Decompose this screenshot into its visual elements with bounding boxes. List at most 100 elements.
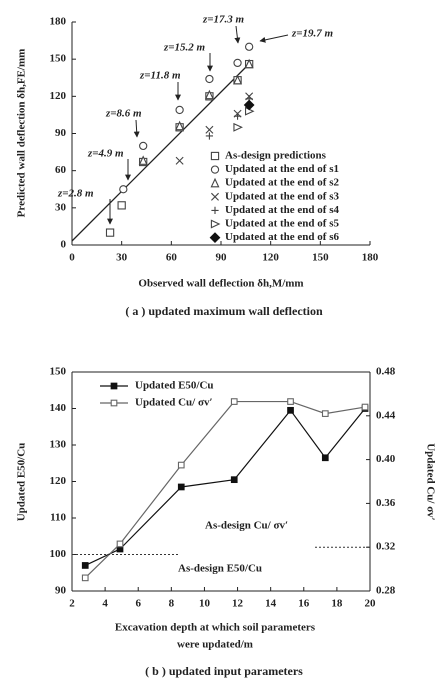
x-axis-label: were updated/m bbox=[177, 639, 253, 651]
y-tick-label: 90 bbox=[55, 585, 67, 597]
legend-marker bbox=[210, 151, 220, 161]
y-tick-label: 30 bbox=[55, 201, 67, 213]
reference-label: As-design E50/Cu bbox=[178, 563, 262, 575]
legend-marker bbox=[209, 232, 221, 243]
marker bbox=[205, 74, 214, 84]
series-line bbox=[84, 408, 366, 566]
annotation-arrow bbox=[133, 119, 140, 138]
y2-tick-label: 0.32 bbox=[376, 541, 396, 553]
marker bbox=[321, 410, 329, 417]
y-tick-label: 150 bbox=[50, 366, 67, 378]
legend-marker bbox=[210, 219, 221, 229]
x-tick-label: 16 bbox=[298, 598, 310, 610]
legend-marker bbox=[210, 165, 220, 174]
legend-label: Updated at the end of s2 bbox=[225, 177, 339, 189]
marker bbox=[175, 120, 185, 131]
marker bbox=[177, 461, 185, 469]
y-tick-label: 130 bbox=[50, 439, 67, 451]
x-tick-label: 0 bbox=[69, 252, 75, 264]
x-tick-label: 90 bbox=[216, 252, 228, 264]
annotation: z=17.3 m bbox=[202, 14, 245, 26]
y2-tick-label: 0.28 bbox=[376, 585, 396, 597]
y-tick-label: 120 bbox=[50, 475, 67, 487]
x-tick-label: 6 bbox=[135, 598, 141, 610]
legend-label: Updated at the end of s3 bbox=[225, 190, 339, 202]
marker bbox=[175, 156, 184, 165]
annotation: z=11.8 m bbox=[139, 70, 181, 82]
annotation: z=19.7 m bbox=[291, 28, 334, 40]
marker bbox=[81, 562, 89, 569]
marker bbox=[244, 42, 254, 51]
marker bbox=[361, 403, 369, 411]
y-tick-label: 100 bbox=[50, 548, 67, 560]
y-tick-label: 110 bbox=[50, 512, 66, 524]
legend-marker bbox=[210, 177, 220, 188]
marker bbox=[105, 228, 115, 237]
legend-label: As-design predictions bbox=[225, 150, 327, 162]
legend-marker bbox=[110, 399, 118, 407]
marker bbox=[287, 398, 294, 405]
x-tick-label: 4 bbox=[102, 598, 108, 610]
y2-tick-label: 0.36 bbox=[376, 497, 396, 509]
reference-label: As-design Cu/ σv′ bbox=[205, 520, 288, 532]
x-tick-label: 180 bbox=[362, 252, 379, 264]
x-tick-label: 14 bbox=[265, 598, 277, 610]
legend-marker bbox=[211, 206, 219, 214]
legend-label: Updated at the end of s4 bbox=[225, 204, 339, 216]
legend-label: Updated at the end of s6 bbox=[225, 231, 339, 243]
x-tick-label: 12 bbox=[232, 598, 244, 610]
y-tick-label: 0 bbox=[61, 239, 67, 251]
marker bbox=[230, 398, 238, 405]
x-tick-label: 10 bbox=[199, 598, 211, 610]
marker bbox=[321, 454, 329, 462]
marker bbox=[287, 406, 294, 414]
y-tick-label: 180 bbox=[50, 16, 67, 28]
series-line bbox=[84, 400, 366, 579]
x-tick-label: 30 bbox=[116, 252, 128, 264]
x-tick-label: 2 bbox=[69, 598, 75, 610]
marker bbox=[205, 125, 214, 134]
y-axis-label: Updated E50/Cu bbox=[16, 443, 28, 522]
legend-label: Updated Cu/ σv′ bbox=[135, 397, 213, 409]
legend-label: Updated at the end of s5 bbox=[225, 218, 339, 230]
annotation: z=15.2 m bbox=[163, 42, 206, 54]
one-to-one-line bbox=[71, 60, 253, 242]
marker bbox=[116, 540, 124, 548]
x-tick-label: 150 bbox=[312, 252, 329, 264]
legend-label: Updated at the end of s1 bbox=[225, 163, 339, 175]
marker bbox=[233, 112, 242, 120]
y-tick-label: 150 bbox=[50, 53, 67, 65]
legend-label: Updated E50/Cu bbox=[135, 380, 214, 392]
x-tick-label: 8 bbox=[169, 598, 175, 610]
y2-tick-label: 0.40 bbox=[376, 453, 396, 465]
y-tick-label: 140 bbox=[50, 402, 67, 414]
marker bbox=[233, 74, 243, 85]
marker bbox=[175, 105, 184, 115]
marker bbox=[81, 574, 89, 582]
marker bbox=[233, 122, 243, 132]
annotation: z=4.9 m bbox=[87, 148, 124, 160]
annotation: z=8.6 m bbox=[105, 108, 142, 120]
marker bbox=[138, 155, 148, 165]
marker bbox=[139, 141, 148, 151]
marker bbox=[119, 185, 128, 194]
x-tick-label: 20 bbox=[365, 598, 377, 610]
y2-tick-label: 0.44 bbox=[376, 409, 396, 421]
caption: ( b ) updated input parameters bbox=[145, 664, 303, 678]
marker bbox=[244, 58, 254, 69]
y-axis-label: Predicted wall deflection δh,FE/mm bbox=[16, 49, 28, 218]
marker bbox=[233, 58, 242, 68]
marker bbox=[117, 201, 126, 210]
x-tick-label: 60 bbox=[166, 252, 178, 264]
annotation: z=2.8 m bbox=[57, 188, 94, 200]
marker bbox=[205, 132, 214, 140]
x-tick-label: 120 bbox=[262, 252, 279, 264]
y-tick-label: 120 bbox=[50, 90, 67, 102]
caption: ( a ) updated maximum wall deflection bbox=[125, 304, 323, 318]
y-tick-label: 90 bbox=[55, 127, 67, 139]
annotation-arrow bbox=[259, 34, 289, 43]
x-tick-label: 18 bbox=[331, 598, 343, 610]
x-axis-label: Observed wall deflection δh,M/mm bbox=[138, 278, 303, 290]
legend-marker bbox=[110, 382, 118, 390]
